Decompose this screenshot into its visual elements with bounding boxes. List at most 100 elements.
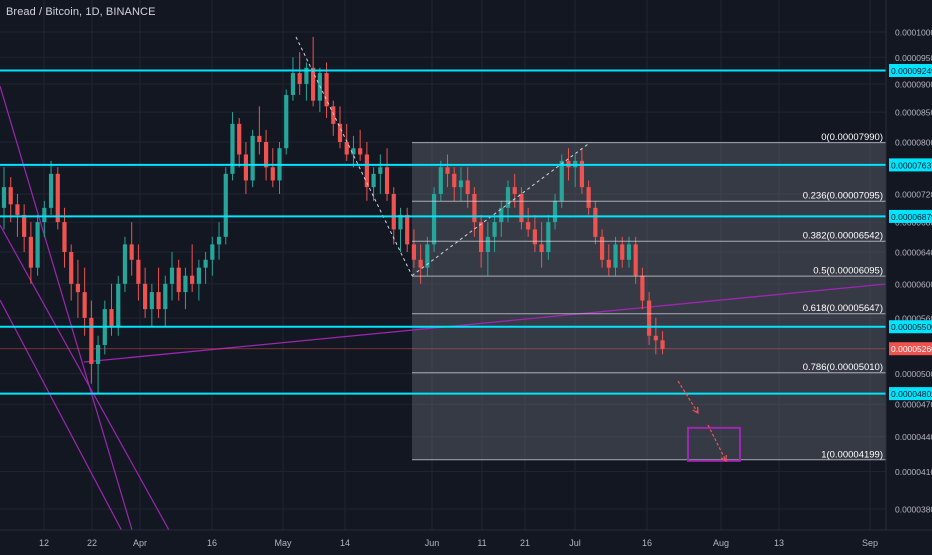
candle-body bbox=[82, 292, 87, 318]
candle bbox=[163, 275, 168, 327]
candle bbox=[398, 207, 403, 253]
candle bbox=[324, 62, 329, 118]
fib-level-label: 0.5(0.00006095) bbox=[813, 266, 883, 277]
projection-arrows bbox=[677, 380, 727, 463]
fib-level-label: 0.382(0.00006542) bbox=[803, 231, 883, 242]
candle bbox=[351, 135, 356, 168]
candle bbox=[42, 200, 47, 237]
candle-body bbox=[143, 283, 148, 310]
candle-body bbox=[75, 283, 81, 293]
candle-body bbox=[109, 309, 114, 327]
candle bbox=[378, 154, 383, 194]
level-price-tag-bg bbox=[889, 320, 932, 334]
candle-body bbox=[653, 335, 658, 341]
level-price-tag-label: 0.00004802 bbox=[891, 389, 932, 399]
candle-body bbox=[472, 193, 477, 223]
time-tick-label: Jul bbox=[569, 538, 581, 548]
candle bbox=[169, 252, 175, 301]
price-tick-label: 0.00003800 bbox=[895, 505, 932, 515]
candle-body bbox=[640, 275, 645, 301]
candle-body bbox=[270, 167, 275, 181]
projection-arrow-line bbox=[677, 380, 699, 414]
candle-body bbox=[304, 67, 309, 84]
candle-body bbox=[344, 142, 349, 155]
candle bbox=[216, 222, 222, 260]
candle-body bbox=[62, 222, 67, 253]
candle bbox=[458, 167, 464, 201]
candle-body bbox=[398, 214, 403, 230]
candle-body bbox=[425, 244, 430, 268]
level-price-tag-label: 0.00009249 bbox=[891, 66, 932, 76]
chart-title: Bread / Bitcoin, 1D, BINANCE bbox=[6, 6, 156, 18]
candle-body bbox=[492, 222, 497, 237]
candle-body bbox=[216, 236, 222, 245]
time-tick-label: 22 bbox=[87, 538, 97, 548]
candle bbox=[190, 244, 195, 293]
candle bbox=[203, 252, 208, 284]
candle-body bbox=[8, 187, 13, 205]
candle-body bbox=[384, 167, 390, 194]
candle-body bbox=[237, 123, 242, 155]
target-zone-box bbox=[687, 426, 741, 462]
candle bbox=[425, 236, 430, 276]
candle-body bbox=[445, 167, 450, 174]
candle bbox=[35, 214, 40, 276]
candle-body bbox=[351, 148, 356, 155]
candle-body bbox=[526, 222, 531, 230]
candle bbox=[263, 129, 269, 181]
price-tick-label: 0.00005600 bbox=[895, 313, 932, 323]
candle-body bbox=[431, 193, 437, 245]
price-tick-label: 0.00008500 bbox=[895, 108, 932, 118]
candle-body bbox=[48, 173, 54, 208]
candle-body bbox=[331, 106, 336, 124]
candle-body bbox=[290, 73, 296, 96]
candle-body bbox=[418, 259, 423, 268]
candle-body bbox=[411, 244, 417, 260]
dashed-guide-up bbox=[411, 142, 591, 277]
candle bbox=[539, 222, 544, 268]
candle bbox=[290, 57, 296, 101]
candle-body bbox=[250, 135, 255, 181]
candle bbox=[579, 148, 585, 194]
dashed-guide-down bbox=[295, 36, 413, 276]
level-price-tag: 0.00007637 bbox=[889, 158, 932, 172]
candle-body bbox=[586, 187, 591, 208]
candle-body bbox=[284, 95, 289, 149]
candle-body bbox=[660, 340, 665, 349]
candle-body bbox=[210, 244, 215, 260]
candle-body bbox=[324, 73, 329, 107]
time-tick-label: 12 bbox=[39, 538, 49, 548]
candle bbox=[358, 129, 363, 161]
fib-level-label: 0.618(0.00005647) bbox=[803, 303, 883, 314]
candle-body bbox=[176, 267, 181, 293]
candle-body bbox=[579, 160, 585, 188]
level-price-tag-label: 0.00005500 bbox=[891, 322, 932, 332]
candle bbox=[532, 214, 537, 253]
candle bbox=[512, 173, 517, 208]
candle bbox=[22, 204, 27, 253]
candle bbox=[492, 214, 497, 253]
candle bbox=[620, 236, 625, 268]
candle bbox=[95, 335, 101, 394]
candle bbox=[411, 229, 417, 268]
candle-body bbox=[519, 193, 524, 223]
candle bbox=[82, 267, 87, 336]
candle-body bbox=[593, 207, 598, 237]
projection-arrow-head bbox=[720, 454, 727, 463]
candle bbox=[122, 236, 128, 293]
level-price-tag-bg bbox=[889, 158, 932, 172]
candle-body bbox=[223, 173, 228, 237]
price-tick-label: 0.00004100 bbox=[895, 467, 932, 477]
horizontal-levels bbox=[0, 69, 886, 395]
candle-body bbox=[69, 252, 74, 284]
time-tick-label: Aug bbox=[713, 538, 729, 548]
time-tick-label: 14 bbox=[340, 538, 350, 548]
candle-body bbox=[257, 135, 262, 143]
price-tick-label: 0.00010000 bbox=[895, 28, 932, 38]
candle-body bbox=[479, 222, 484, 253]
candle-body bbox=[122, 244, 128, 284]
level-price-tag: 0.00009249 bbox=[889, 63, 932, 77]
last-price-tag-bg bbox=[889, 342, 932, 356]
